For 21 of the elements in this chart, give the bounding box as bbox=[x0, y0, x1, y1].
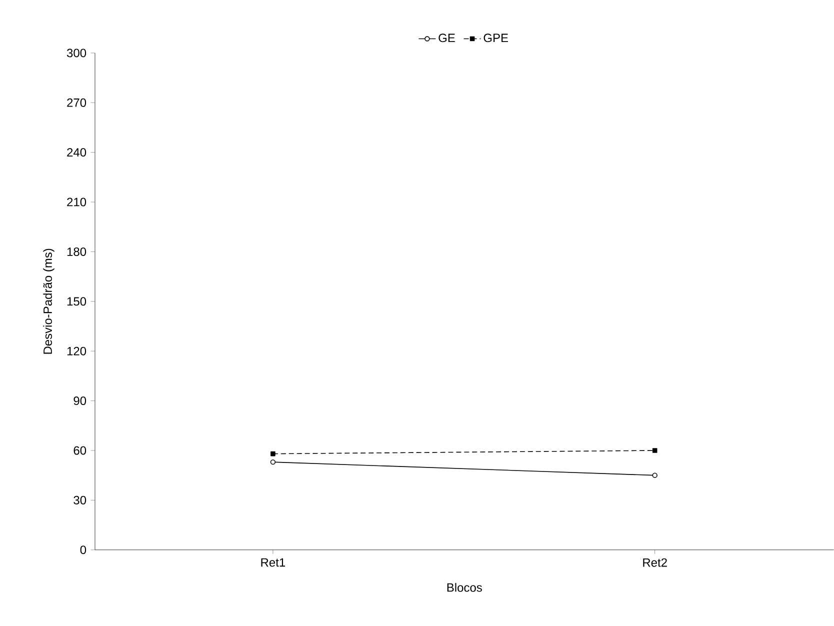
y-tick-label: 300 bbox=[66, 48, 86, 58]
y-tick-label: 210 bbox=[67, 198, 86, 206]
y-tick-label: 120 bbox=[67, 346, 86, 356]
y-tick-label: 0 bbox=[80, 546, 86, 554]
y-tick-label: 30 bbox=[74, 496, 86, 505]
x-tick-label: Ret2 bbox=[643, 558, 667, 567]
y-tick-label: 270 bbox=[67, 98, 86, 108]
y-tick-label: 90 bbox=[74, 396, 86, 406]
x-tick-label: Ret1 bbox=[261, 558, 286, 567]
point bbox=[652, 472, 658, 478]
y-axis-title: Desvio-Padrão (ms) bbox=[43, 248, 54, 354]
x-axis-title: Blocos bbox=[447, 583, 482, 592]
point bbox=[652, 448, 658, 453]
y-tick-label: 60 bbox=[74, 446, 86, 455]
y-tick-label: 150 bbox=[67, 297, 86, 306]
legend-label: GPE bbox=[484, 34, 508, 42]
y-tick-label: 180 bbox=[67, 248, 86, 256]
legend-label: GE bbox=[438, 34, 455, 42]
y-tick-label: 240 bbox=[67, 148, 86, 157]
point bbox=[270, 451, 276, 456]
point bbox=[270, 460, 276, 465]
